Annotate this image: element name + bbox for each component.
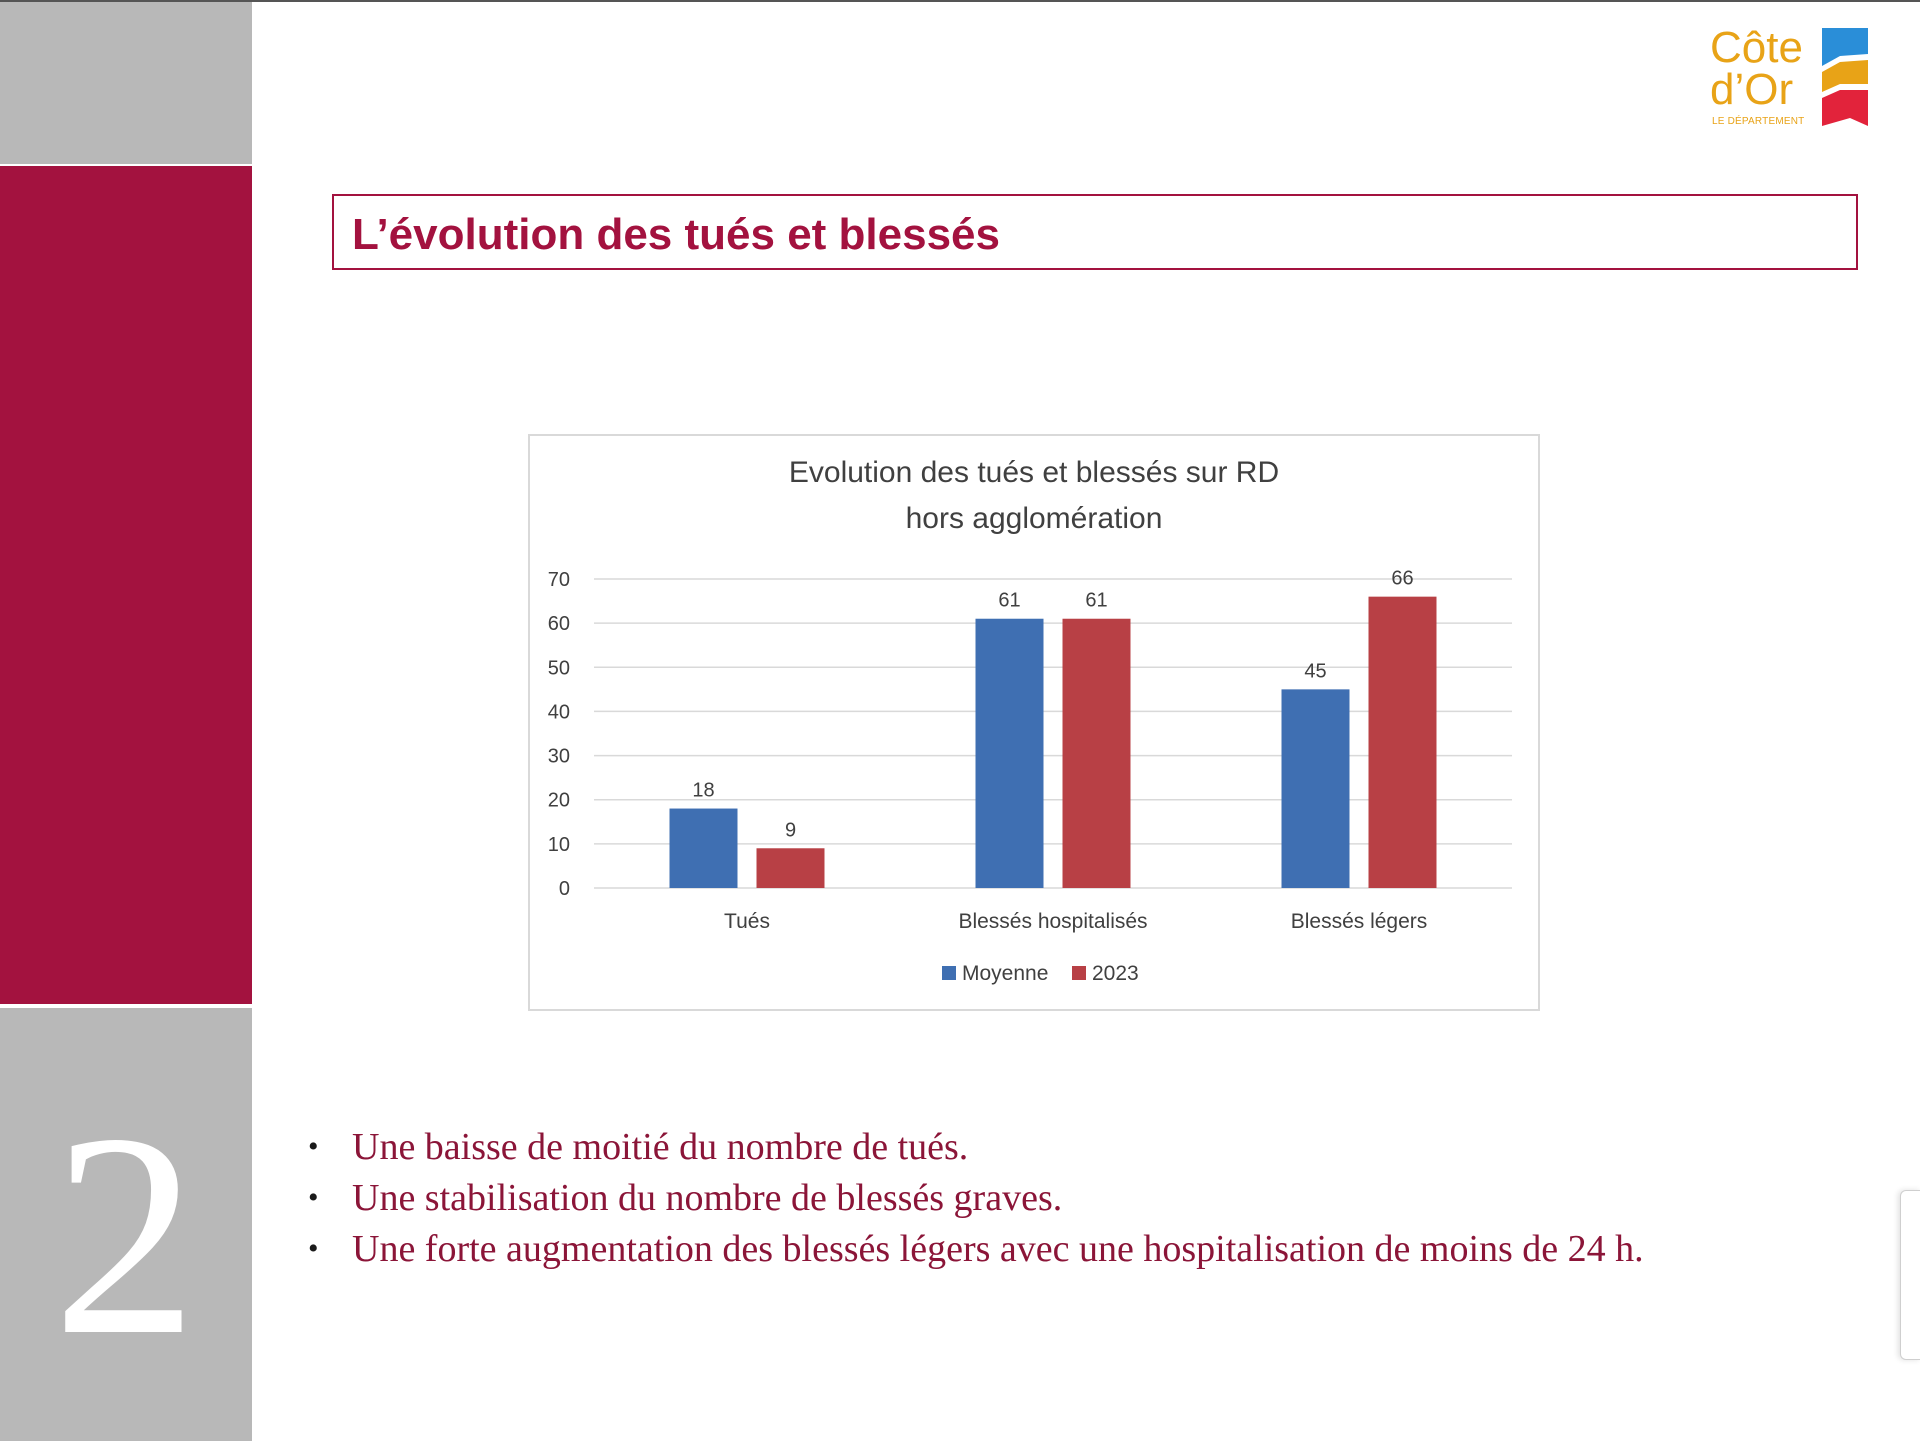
data-label: 45 [1304,660,1326,682]
bar-chart: Evolution des tués et blessés sur RD hors… [528,434,1540,1011]
chart-title-line: Evolution des tués et blessés sur RD [789,456,1279,489]
y-tick-label: 10 [548,834,570,856]
legend-label: Moyenne [962,962,1048,985]
logo-flag-icon [1822,28,1868,126]
data-label: 61 [1085,590,1107,612]
chart-title-line: hors agglomération [906,502,1163,535]
data-label: 18 [692,780,714,802]
y-tick-label: 20 [548,790,570,812]
y-tick-label: 0 [559,878,570,900]
bar-2023 [1062,618,1131,888]
bar-2023 [1368,596,1437,888]
bullet-dot-icon: • [308,1181,319,1214]
bar-2023 [756,848,825,888]
bullet-text: Une baisse de moitié du nombre de tués. [352,1126,969,1168]
y-tick-label: 70 [548,569,570,591]
slide-title-box: L’évolution des tués et blessés [332,194,1858,270]
bullet-item: • Une stabilisation du nombre de blessés … [302,1173,1862,1224]
side-panel-handle[interactable] [1900,1190,1920,1360]
bullet-item: • Une forte augmentation des blessés lége… [302,1224,1862,1275]
legend-swatch [942,966,956,980]
bullet-dot-icon: • [308,1232,319,1265]
legend-swatch [1072,966,1086,980]
sidebar-top-block [0,2,252,164]
bar-moyenne [1281,689,1350,888]
sidebar-accent-block [0,166,252,1004]
cote-dor-logo: Côte d’Or LE DÉPARTEMENT [1706,24,1872,134]
sidebar-bottom-block [0,1008,252,1441]
logo-text-line1: Côte [1710,23,1803,72]
bullet-dot-icon: • [308,1130,319,1163]
x-tick-label: Tués [724,910,770,933]
media-play-icon[interactable]: ▸ [254,1372,268,1402]
x-tick-label: Blessés hospitalisés [958,910,1147,933]
logo-text-line2: d’Or [1710,65,1794,114]
logo-subtitle: LE DÉPARTEMENT [1712,116,1805,127]
y-tick-label: 30 [548,746,570,768]
bullet-text: Une forte augmentation des blessés léger… [352,1228,1644,1270]
bar-moyenne [669,808,738,888]
bar-chart-svg: Evolution des tués et blessés sur RD hors… [548,456,1512,985]
bar-moyenne [975,618,1044,888]
bullet-text: Une stabilisation du nombre de blessés g… [352,1177,1063,1219]
y-tick-label: 40 [548,701,570,723]
data-label: 66 [1391,568,1413,590]
x-tick-label: Blessés légers [1291,910,1428,933]
bullet-list: • Une baisse de moitié du nombre de tués.… [302,1122,1862,1275]
slide-number: 2 [52,1074,198,1395]
y-tick-label: 60 [548,613,570,635]
y-tick-label: 50 [548,657,570,679]
data-label: 61 [998,590,1020,612]
data-label: 9 [785,819,796,841]
bullet-item: • Une baisse de moitié du nombre de tués. [302,1122,1862,1173]
slide-top-border [0,0,1920,2]
legend-label: 2023 [1092,962,1139,985]
slide-title: L’évolution des tués et blessés [352,210,1000,259]
